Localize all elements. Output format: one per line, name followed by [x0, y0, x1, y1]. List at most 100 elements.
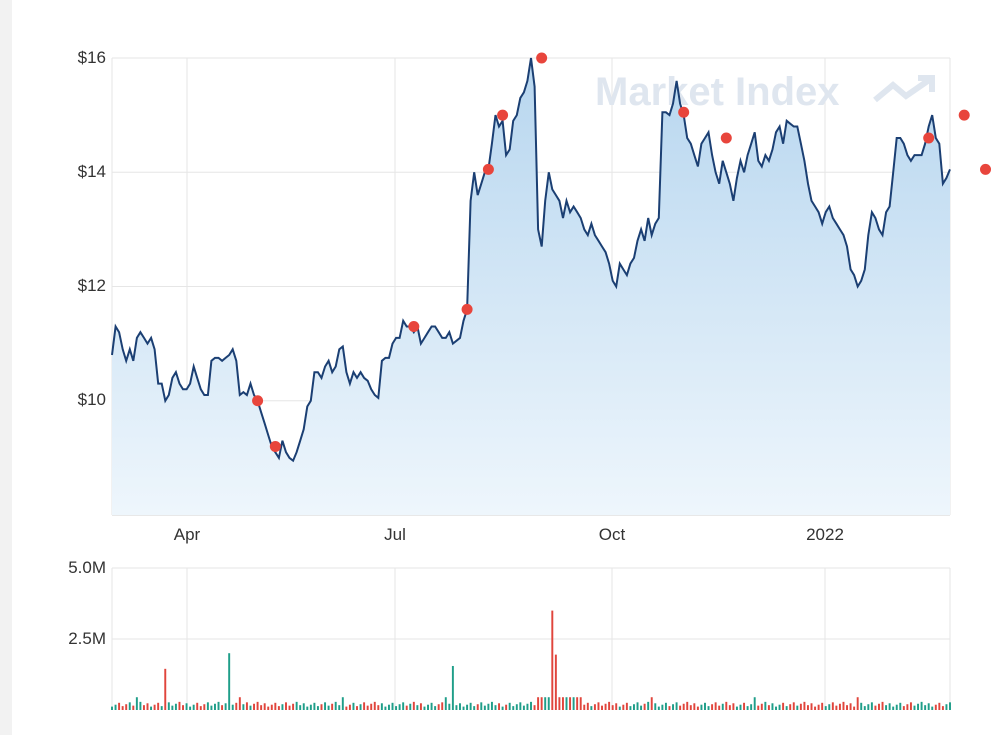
volume-bar [707, 706, 710, 710]
volume-bar [679, 705, 682, 710]
volume-bar [597, 702, 600, 710]
volume-bar [260, 705, 263, 710]
volume-bar [416, 705, 419, 710]
volume-bar [672, 704, 675, 710]
volume-bar [466, 704, 469, 710]
volume-bar [405, 705, 408, 710]
volume-bar [888, 703, 891, 710]
volume-bar [572, 697, 575, 710]
volume-bar [714, 702, 717, 710]
volume-bar [185, 703, 188, 710]
event-marker [720, 132, 732, 144]
volume-bar [231, 704, 234, 710]
volume-bar [558, 697, 561, 710]
volume-bar [412, 701, 415, 710]
volume-bar [309, 704, 312, 710]
volume-bar [146, 703, 149, 710]
volume-bar [196, 702, 199, 710]
volume-bar [870, 702, 873, 710]
volume-bar [121, 706, 124, 710]
volume-bar [817, 704, 820, 710]
volume-bar [192, 704, 195, 710]
volume-bar [345, 706, 348, 710]
x-tick-label: Oct [599, 525, 626, 544]
volume-bar [909, 702, 912, 710]
volume-bar [189, 706, 192, 710]
volume-bar [480, 702, 483, 710]
volume-bar [281, 704, 284, 710]
volume-bar [171, 705, 174, 710]
volume-bar [657, 706, 660, 710]
volume-bar [633, 704, 635, 710]
volume-bar [512, 706, 515, 710]
volume-bar [625, 702, 628, 710]
volume-bar [615, 703, 618, 710]
volume-bar [885, 705, 888, 710]
volume-bar [331, 703, 334, 710]
volume-bar [767, 705, 770, 710]
volume-bar [167, 702, 170, 710]
volume-bar [696, 706, 699, 710]
volume-bar [799, 703, 802, 710]
volume-bar [118, 702, 121, 710]
watermark-icon [873, 75, 935, 103]
volume-bar [746, 706, 749, 710]
volume-bar [519, 702, 522, 710]
volume-bar [743, 702, 746, 710]
event-marker [958, 109, 970, 121]
volume-bar [398, 704, 401, 710]
volume-bar [576, 697, 579, 710]
x-tick-label: Jul [384, 525, 406, 544]
volume-bar [476, 704, 479, 710]
volume-bar [583, 704, 586, 710]
volume-bar [704, 702, 706, 710]
y-tick-label: $16 [78, 48, 106, 67]
volume-bar [153, 704, 156, 710]
volume-bar [728, 705, 731, 710]
volume-bar [821, 702, 824, 710]
volume-bar [270, 704, 273, 710]
volume-bar [561, 697, 564, 710]
volume-y-tick-label: 5.0M [68, 558, 106, 577]
volume-bar [682, 703, 685, 710]
volume-bar [565, 697, 568, 710]
volume-bar [217, 701, 220, 710]
volume-bar [775, 706, 777, 710]
price-area [112, 58, 950, 515]
volume-bar [409, 703, 412, 710]
volume-bar [348, 704, 351, 710]
volume-bar [338, 705, 341, 710]
event-marker [269, 440, 281, 452]
volume-bar [732, 703, 735, 710]
volume-bar [299, 705, 302, 710]
volume-bar [228, 653, 231, 710]
volume-bar [941, 706, 944, 710]
volume-bar [210, 705, 213, 710]
volume-bar [473, 706, 476, 710]
volume-bar [934, 704, 937, 710]
volume-bar [242, 704, 245, 710]
volume-bar [395, 706, 398, 710]
volume-bar [650, 697, 653, 710]
volume-bar [945, 704, 948, 710]
volume-bar [533, 705, 536, 710]
volume-bar [828, 704, 831, 710]
volume-bar [132, 705, 135, 710]
volume-bar [540, 697, 543, 710]
volume-bar [789, 704, 792, 710]
volume-bar [164, 668, 167, 710]
volume-bar [366, 705, 369, 710]
volume-bar [441, 702, 444, 710]
volume-bar [643, 703, 646, 710]
volume-bar [498, 703, 501, 710]
volume-bar [796, 705, 799, 710]
volume-bar [430, 702, 433, 710]
volume-bar [384, 706, 387, 710]
volume-bar [569, 697, 572, 710]
volume-bar [356, 706, 358, 710]
volume-bar [483, 705, 486, 710]
price-y-axis: $10 $12 $14 $16 [78, 48, 106, 409]
volume-bar [824, 706, 827, 710]
volume-bar [700, 704, 703, 710]
volume-bar [135, 697, 138, 710]
